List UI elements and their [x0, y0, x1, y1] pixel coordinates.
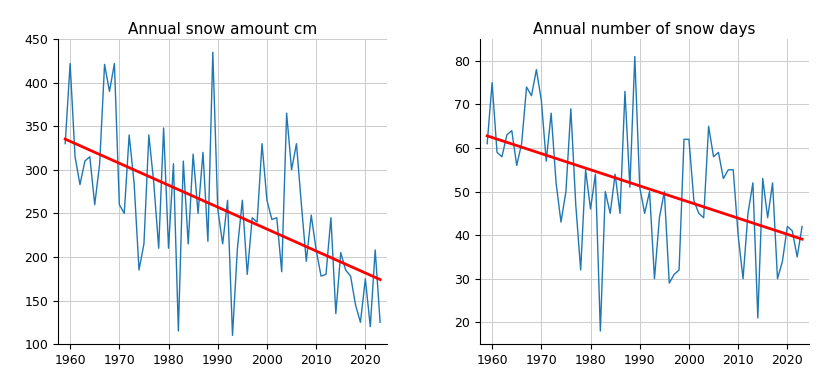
Title: Annual number of snow days: Annual number of snow days — [534, 22, 756, 36]
Title: Annual snow amount cm: Annual snow amount cm — [128, 22, 317, 36]
